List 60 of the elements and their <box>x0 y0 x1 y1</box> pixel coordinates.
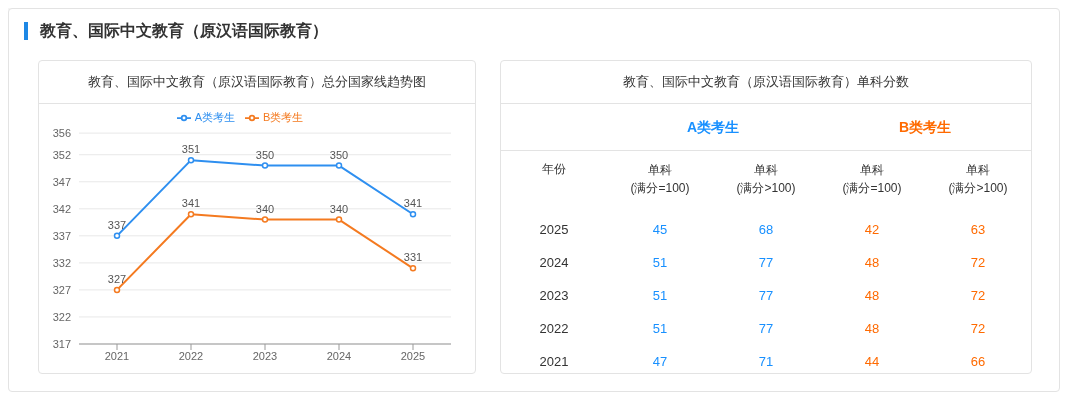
text: 教育、国际中文教育（原汉语国际教育） <box>24 22 328 40</box>
data-label: 327 <box>107 272 127 285</box>
data-label: 51 <box>651 287 669 305</box>
data-label: 71 <box>757 353 775 371</box>
data-label: 331 <box>403 251 423 264</box>
y-tick-label: 332 <box>52 256 71 269</box>
data-label: 51 <box>651 254 669 272</box>
data-label: 44 <box>863 353 881 371</box>
y-tick-label: 347 <box>52 175 71 188</box>
data-label: 72 <box>969 287 987 305</box>
data-label: 51 <box>651 320 669 338</box>
x-tick-label: 2024 <box>326 349 352 362</box>
text: A类考生 <box>685 118 741 137</box>
data-label: 340 <box>255 202 275 215</box>
data-label: 341 <box>181 197 201 210</box>
chart-title: 教育、国际中文教育（原汉语国际教育）单科分数 <box>501 61 1031 104</box>
data-label: 351 <box>181 143 201 156</box>
y-tick-label: 2024 <box>538 254 570 272</box>
y-tick-label: 337 <box>52 229 71 242</box>
x-tick-label: 单科 (满分>100) <box>947 162 1009 197</box>
data-label: 63 <box>969 221 987 239</box>
data-label: 48 <box>863 254 881 272</box>
data-label: 77 <box>757 254 775 272</box>
x-tick-label: 2022 <box>178 349 204 362</box>
y-tick-label: 2025 <box>538 221 570 239</box>
y-tick-label: 2023 <box>538 287 570 305</box>
data-label: 45 <box>651 221 669 239</box>
data-label: 72 <box>969 254 987 272</box>
legend-label: B类考生 <box>263 111 304 123</box>
data-label: 42 <box>863 221 881 239</box>
data-label: 66 <box>969 353 987 371</box>
y-tick-label: 317 <box>52 337 71 350</box>
data-label: 48 <box>863 287 881 305</box>
data-label: 77 <box>757 320 775 338</box>
y-tick-label: 342 <box>52 202 71 215</box>
chart-title: 教育、国际中文教育（原汉语国际教育）总分国家线趋势图 <box>39 61 475 104</box>
data-label: 350 <box>329 148 349 161</box>
data-label: 350 <box>255 148 275 161</box>
x-tick-label: 2025 <box>400 349 426 362</box>
y-tick-label: 2022 <box>538 320 570 338</box>
text: 年份 <box>541 161 567 178</box>
data-label: 68 <box>757 221 775 239</box>
data-label: 337 <box>107 218 127 231</box>
x-tick-label: 单科 (满分>100) <box>735 162 797 197</box>
x-tick-label: 单科 (满分=100) <box>841 162 903 197</box>
text: B类考生 <box>897 118 953 137</box>
data-label: 77 <box>757 287 775 305</box>
y-tick-label: 327 <box>52 283 71 296</box>
y-tick-label: 356 <box>52 127 71 139</box>
x-tick-label: 单科 (满分=100) <box>629 162 691 197</box>
data-label: 341 <box>403 197 423 210</box>
x-tick-label: 2023 <box>252 349 278 362</box>
legend-label: A类考生 <box>194 111 235 123</box>
x-tick-label: 2021 <box>104 349 130 362</box>
data-label: 47 <box>651 353 669 371</box>
data-label: 340 <box>329 202 349 215</box>
y-tick-label: 352 <box>52 148 71 161</box>
data-label: 48 <box>863 320 881 338</box>
data-label: 72 <box>969 320 987 338</box>
y-tick-label: 322 <box>52 310 71 323</box>
